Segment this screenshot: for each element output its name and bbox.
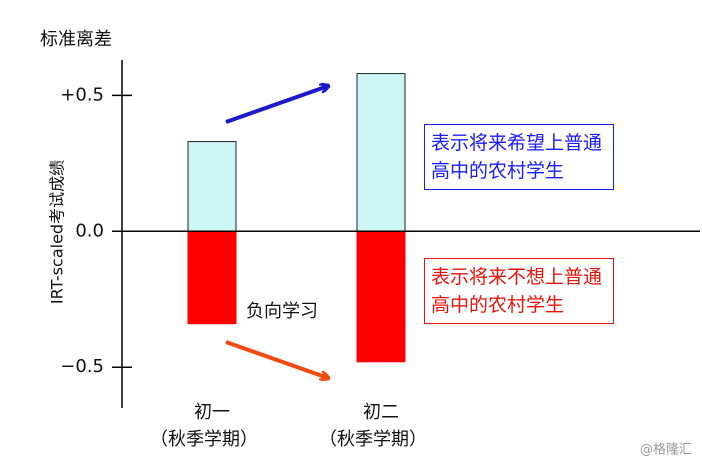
x-tick-note: （秋季学期） — [319, 429, 427, 450]
y-tick-label: 0.0 — [75, 220, 104, 241]
annotation: 负向学习 — [246, 301, 318, 322]
legend-entry: 表示将来不想上普通高中的农村学生 — [424, 258, 614, 324]
y-tick-label: −0.5 — [60, 356, 104, 377]
x-tick-label: 初一 — [194, 402, 230, 423]
bar — [187, 230, 237, 325]
x-tick-note: （秋季学期） — [150, 429, 258, 450]
bar — [187, 141, 237, 232]
legend-entry: 表示将来希望上普通高中的农村学生 — [424, 124, 614, 190]
y-axis-label: IRT-scaled考试成绩 — [48, 160, 67, 304]
watermark: @格隆汇 — [640, 442, 692, 458]
chart-title: 标准离差 — [40, 29, 112, 50]
arrow-up — [225, 86, 328, 124]
x-tick-label: 初二 — [363, 402, 399, 423]
arrow-down — [225, 340, 328, 378]
y-tick-label: +0.5 — [60, 84, 104, 105]
bar — [356, 73, 406, 232]
bar — [356, 230, 406, 363]
